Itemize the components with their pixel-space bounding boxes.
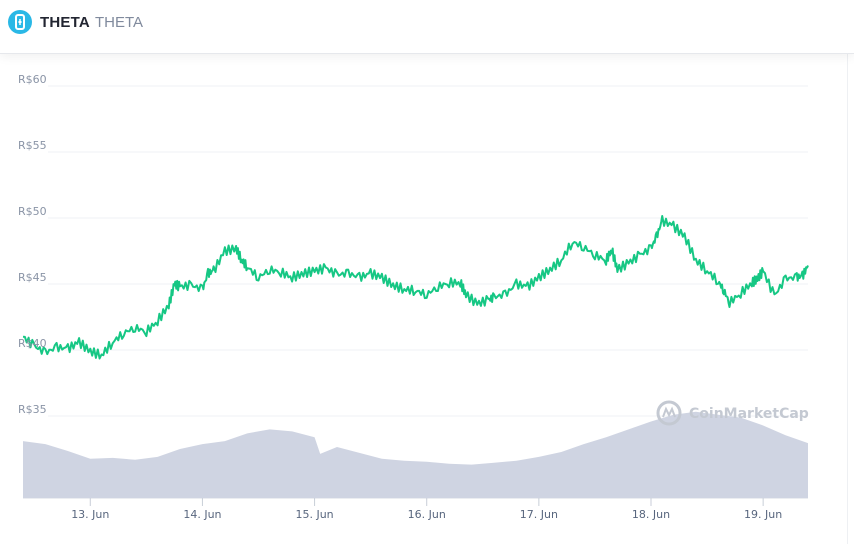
y-tick-label: R$35 [18,403,47,416]
y-tick-label: R$40 [18,337,47,350]
coin-name: THETA [40,14,90,31]
y-tick-label: R$55 [18,139,47,152]
coin-symbol: THETA [95,14,144,31]
price-line [22,215,809,360]
coinmarketcap-logo-icon [656,400,682,426]
y-tick-label: R$60 [18,73,47,86]
y-axis: R$35 R$40 R$45 R$50 R$55 R$60 [18,73,47,416]
y-tick-label: R$45 [18,271,47,284]
x-tick-label: 16. Jun [408,508,446,521]
x-tick-label: 18. Jun [632,508,670,521]
x-tick-label: 13. Jun [71,508,109,521]
volume-series-area [23,411,808,498]
x-tick-label: 14. Jun [183,508,221,521]
scrollbar-track[interactable] [847,53,854,544]
x-tick-label: 15. Jun [295,508,333,521]
x-tick-label: 17. Jun [520,508,558,521]
price-series-line [22,215,809,360]
watermark-text: CoinMarketCap [689,406,809,422]
volume-area [23,411,808,498]
coinmarketcap-watermark: CoinMarketCap [656,400,809,426]
coin-header: THETA THETA [0,0,854,54]
theta-logo-icon [8,10,32,34]
x-tick-label: 19. Jun [744,508,782,521]
y-tick-label: R$50 [18,205,47,218]
x-axis: 13. Jun 14. Jun 15. Jun 16. Jun 17. Jun 18. J… [71,498,782,521]
